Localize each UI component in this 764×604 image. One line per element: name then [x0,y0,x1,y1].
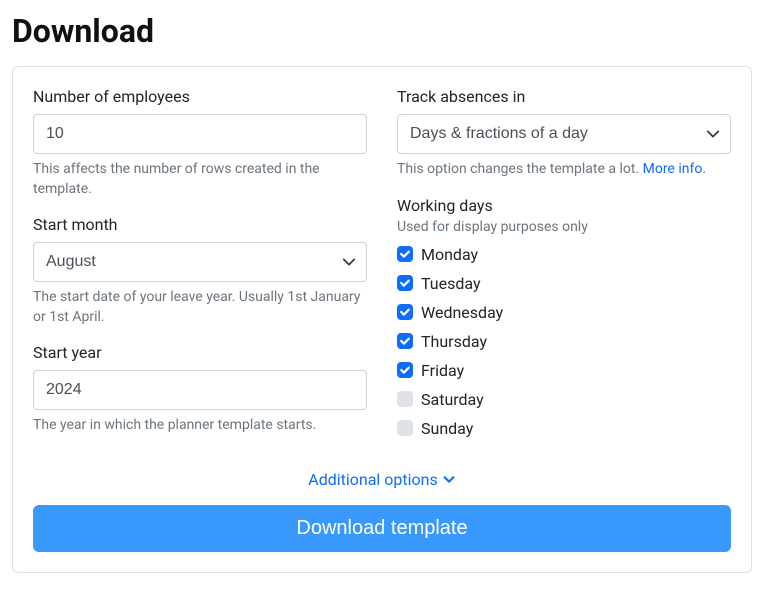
employees-help: This affects the number of rows created … [33,160,367,199]
download-template-button[interactable]: Download template [33,505,731,552]
start-year-help: The year in which the planner template s… [33,416,367,436]
start-month-group: Start month August The start date of you… [33,215,367,327]
track-select[interactable]: Days & fractions of a day [397,114,731,154]
working-day-row: Wednesday [397,303,731,322]
working-day-label: Sunday [421,419,473,438]
start-month-label: Start month [33,215,367,234]
chevron-down-icon [442,472,456,486]
employees-group: Number of employees This affects the num… [33,87,367,199]
working-day-checkbox[interactable] [397,304,413,320]
working-day-row: Sunday [397,419,731,438]
working-days-list: Monday Tuesday Wednesday Thursday Friday Satu… [397,245,731,438]
working-day-label: Thursday [421,332,487,351]
start-year-input[interactable] [33,370,367,410]
working-day-row: Saturday [397,390,731,409]
working-day-label: Wednesday [421,303,503,322]
page-title: Download [12,12,752,50]
working-day-row: Friday [397,361,731,380]
start-month-select[interactable]: August [33,242,367,282]
working-day-checkbox[interactable] [397,246,413,262]
more-info-link[interactable]: More info. [643,161,706,177]
working-day-row: Thursday [397,332,731,351]
working-day-row: Tuesday [397,274,731,293]
working-days-title: Working days [397,196,731,215]
working-day-label: Friday [421,361,464,380]
start-year-group: Start year The year in which the planner… [33,343,367,436]
left-column: Number of employees This affects the num… [33,87,367,454]
track-label: Track absences in [397,87,731,106]
track-help-text: This option changes the template a lot. [397,161,643,177]
employees-input[interactable] [33,114,367,154]
working-days-group: Working days Used for display purposes o… [397,196,731,438]
start-year-label: Start year [33,343,367,362]
working-day-label: Saturday [421,390,484,409]
working-days-sub: Used for display purposes only [397,219,731,235]
working-day-checkbox[interactable] [397,362,413,378]
working-day-checkbox[interactable] [397,420,413,436]
additional-options-row: Additional options [33,470,731,489]
right-column: Track absences in Days & fractions of a … [397,87,731,454]
track-help: This option changes the template a lot. … [397,160,731,180]
working-day-row: Monday [397,245,731,264]
download-form-card: Number of employees This affects the num… [12,66,752,573]
start-month-help: The start date of your leave year. Usual… [33,288,367,327]
track-group: Track absences in Days & fractions of a … [397,87,731,180]
working-day-checkbox[interactable] [397,333,413,349]
additional-options-text: Additional options [308,470,437,489]
employees-label: Number of employees [33,87,367,106]
working-day-label: Monday [421,245,478,264]
working-day-label: Tuesday [421,274,481,293]
working-day-checkbox[interactable] [397,275,413,291]
working-day-checkbox[interactable] [397,391,413,407]
additional-options-link[interactable]: Additional options [308,470,455,489]
